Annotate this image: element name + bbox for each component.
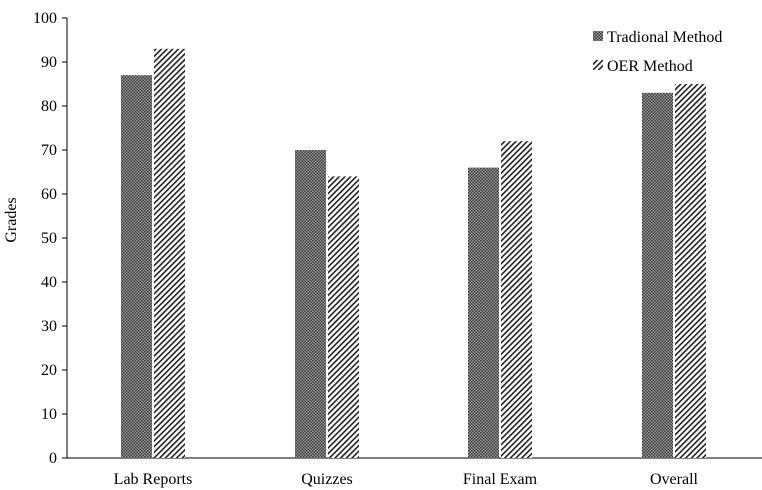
bar-oer-quizzes: [328, 176, 359, 458]
x-tick-labels: Lab Reports Quizzes Final Exam Overall: [114, 471, 699, 488]
bar-oer-overall: [675, 84, 706, 458]
y-tick-label: 80: [41, 98, 57, 115]
y-tick-label: 70: [41, 142, 57, 159]
bars: [121, 48, 706, 459]
y-tick-label: 90: [41, 54, 57, 71]
bar-traditional-lab-reports: [121, 75, 152, 458]
bar-traditional-quizzes: [295, 150, 326, 458]
legend-swatch-traditional: [593, 31, 603, 41]
legend-label-traditional: Tradional Method: [607, 29, 722, 46]
bar-traditional-overall: [642, 92, 673, 459]
bar-oer-final-exam: [501, 141, 532, 458]
y-tick-label: 50: [41, 230, 57, 247]
y-ticks: 0 10 20 30 40 50 60 70 80 90 100: [33, 10, 67, 467]
x-tick-label: Lab Reports: [114, 471, 193, 488]
bar-traditional-final-exam: [468, 167, 499, 458]
y-tick-label: 0: [49, 450, 57, 467]
y-tick-label: 30: [41, 318, 57, 335]
legend-label-oer: OER Method: [607, 58, 693, 75]
y-tick-label: 10: [41, 406, 57, 423]
x-tick-label: Quizzes: [301, 471, 353, 488]
bar-oer-lab-reports: [154, 48, 185, 459]
y-tick-label: 60: [41, 186, 57, 203]
y-tick-label: 40: [41, 274, 57, 291]
x-tick-label: Final Exam: [463, 471, 538, 488]
y-axis-title: Grades: [3, 197, 20, 242]
legend: Tradional Method OER Method: [593, 29, 722, 75]
y-tick-label: 20: [41, 362, 57, 379]
y-tick-label: 100: [33, 10, 57, 27]
x-tick-label: Overall: [650, 471, 699, 488]
legend-swatch-oer: [593, 60, 603, 70]
